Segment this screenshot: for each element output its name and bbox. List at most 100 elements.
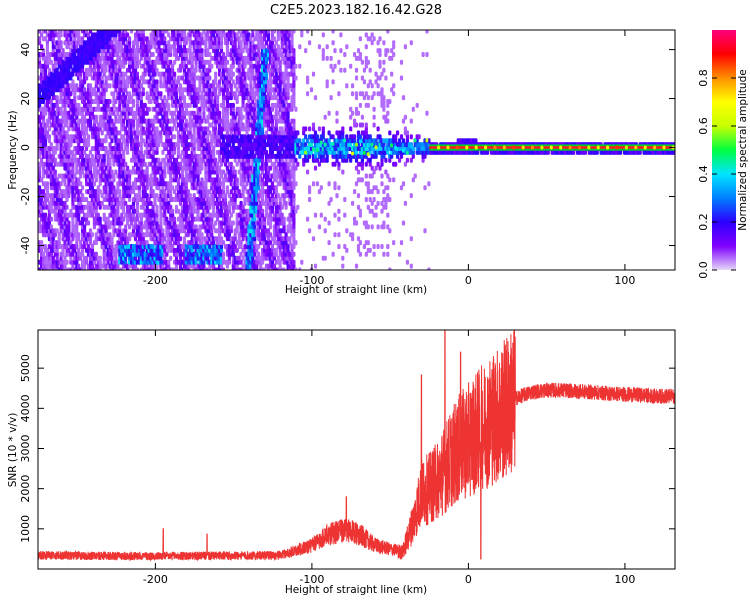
spectrogram-cell	[40, 208, 44, 214]
spectrogram-cell	[38, 169, 42, 175]
spectrogram-cell	[38, 185, 42, 191]
spectrogram-cell	[69, 208, 73, 214]
spectrogram-cell	[51, 48, 55, 54]
spectrogram-cell	[233, 169, 237, 175]
spectrogram-cell	[38, 40, 42, 46]
spectrogram-cell	[57, 204, 61, 210]
spectrogram-cell	[90, 232, 94, 238]
spectrogram-cell	[45, 48, 49, 54]
spectrogram-cell	[67, 165, 71, 171]
spectrogram-cell	[98, 216, 102, 222]
spectrogram-cell	[65, 244, 69, 249]
spectrogram-cell	[67, 95, 71, 101]
spectrogram-cell	[59, 106, 63, 112]
spectrogram-cell	[47, 118, 51, 124]
spectrogram-cell	[57, 36, 61, 42]
spectrogram-cell	[40, 157, 44, 163]
spectrogram-cell	[241, 114, 245, 120]
spectrogram-cell	[55, 146, 59, 151]
spectrogram-cell	[47, 134, 51, 140]
spectrogram-cell	[67, 67, 71, 73]
spectrogram-cell	[63, 106, 67, 112]
spectrogram-cell	[43, 244, 48, 249]
spectrogram-cell	[77, 30, 81, 34]
spectrogram-cell	[47, 95, 51, 101]
spectrogram-cell	[59, 87, 63, 93]
spectrogram-cell	[45, 130, 49, 136]
spectrogram-cell	[71, 236, 75, 242]
spectrogram-cell	[45, 122, 49, 128]
spectrogram-cell	[38, 36, 42, 42]
spectrogram-cell	[69, 255, 73, 261]
spectrogram-cell	[41, 48, 46, 54]
spectrogram-cell	[210, 63, 214, 69]
spectrogram-cell	[43, 138, 48, 144]
spectrogram-cell	[69, 91, 73, 97]
spectrogram-cell	[221, 251, 226, 257]
spectrogram-cell	[67, 228, 71, 234]
spectrogram-cell	[71, 169, 75, 175]
spectrogram-cell	[218, 110, 222, 116]
spectrogram-cell	[57, 232, 61, 238]
spectrogram-cell	[45, 102, 49, 108]
spectrogram-cell	[67, 181, 71, 187]
spectrogram-cell	[51, 153, 55, 159]
spectrogram-cell	[71, 189, 75, 195]
spectrogram-cell	[161, 228, 165, 234]
spectrogram-cell	[55, 95, 59, 101]
spectrogram-cell	[65, 118, 69, 124]
spectrogram-cell	[57, 185, 61, 191]
spectrogram-cell	[43, 110, 48, 116]
spectrogram-cell	[49, 216, 53, 222]
spectrogram-cell	[61, 126, 65, 132]
spectrogram-cell	[38, 165, 42, 171]
spectrogram-cell	[40, 240, 44, 246]
spectrogram-cell	[98, 255, 102, 261]
spectrogram-cell	[59, 55, 63, 61]
spectrogram-cell	[40, 44, 44, 50]
spectrogram-cell	[53, 63, 57, 69]
spectrogram-cell	[53, 149, 57, 155]
spectrogram-cell	[59, 212, 63, 218]
spectrogram-cell	[141, 87, 145, 93]
spectrogram-cell	[53, 169, 57, 175]
spectrogram-cell	[63, 263, 67, 269]
spectrogram-cell	[69, 63, 73, 69]
spectrogram-cell	[63, 208, 67, 214]
spectrogram-cell	[51, 255, 55, 261]
spectrogram-cell	[159, 91, 163, 97]
spectrogram-cell	[57, 236, 61, 242]
spectrogram-cell	[108, 83, 112, 89]
spectrogram-cell	[200, 48, 204, 54]
spectrogram-cell	[47, 212, 51, 218]
spectrogram-cell	[63, 181, 67, 187]
spectrogram-cell	[71, 114, 75, 120]
chart-title: C2E5.2023.182.16.42.G28	[270, 3, 442, 18]
spectrogram-cell	[71, 177, 75, 183]
spectrogram-cell	[173, 134, 177, 140]
spectrogram-cell	[69, 36, 73, 42]
spectrogram-cell	[67, 44, 71, 50]
spectrogram-cell	[53, 157, 57, 163]
spectrogram-cell	[59, 142, 63, 148]
spectrogram-cell	[147, 106, 151, 112]
spectrogram-cell	[108, 99, 112, 104]
spectrogram-cell	[38, 102, 42, 108]
spectrogram-cell	[47, 126, 51, 132]
spectrogram-cell	[71, 251, 75, 257]
spectrogram-cell	[59, 40, 63, 46]
spectrogram-cell	[40, 197, 44, 202]
spectrogram-cell	[40, 247, 44, 253]
spectrogram-cell	[41, 251, 46, 257]
spectrogram-cell	[61, 251, 65, 257]
spectrogram-cell	[45, 197, 49, 202]
spectrogram-cell	[45, 44, 49, 50]
spectrogram-cell	[167, 102, 171, 108]
spectrogram-cell	[67, 146, 71, 151]
spectrogram-cell	[51, 91, 55, 97]
spectrogram-cell	[41, 189, 46, 195]
spectrogram-cell	[47, 55, 51, 61]
spectrogram-cell	[67, 224, 71, 230]
spectrogram-cell	[55, 255, 59, 261]
spectrogram-cell	[71, 220, 75, 226]
